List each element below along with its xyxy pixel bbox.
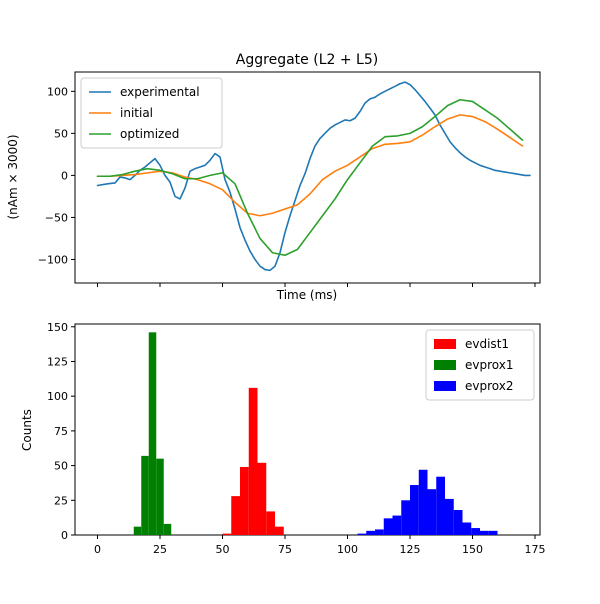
y-tick-label: 0	[61, 529, 68, 542]
legend-label-experimental: experimental	[120, 85, 200, 99]
y-tick-label: −50	[45, 211, 68, 224]
bar-evprox1	[156, 458, 164, 535]
bar-evdist1	[231, 496, 240, 535]
y-tick-label: 150	[47, 321, 68, 334]
x-tick-label: 150	[462, 543, 483, 556]
series-line-experimental	[96, 81, 531, 272]
bar-evprox2	[401, 500, 410, 535]
bar-evprox1	[148, 332, 157, 535]
bar-evprox2	[366, 530, 375, 535]
histogram-plot	[133, 332, 498, 535]
bar-evprox2	[480, 530, 489, 535]
histogram-axes-frame	[74, 323, 541, 536]
histogram-y-label: Counts	[20, 409, 34, 451]
histogram-ticks: 0 25 50 75 100 125 150 175 0 25 50 75 100 125 150	[47, 321, 546, 556]
y-tick-label: −100	[38, 253, 68, 266]
bar-evdist1	[257, 462, 267, 535]
histogram-legend: evdist1 evprox1 evprox2	[425, 329, 535, 401]
bar-evdist1	[275, 526, 284, 535]
bar-evdist1	[248, 387, 258, 535]
x-tick-label: 75	[278, 543, 292, 556]
line-chart-x-label: Time (ms)	[276, 288, 338, 302]
bar-evprox2	[488, 530, 498, 535]
x-tick-label: 175	[525, 543, 546, 556]
legend-swatch-evprox1	[434, 360, 456, 370]
legend-label-evprox2: evprox2	[465, 379, 513, 393]
line-chart-legend: experimental initial optimized	[80, 77, 223, 149]
bar-evprox2	[471, 528, 480, 535]
bar-evprox2	[418, 469, 428, 535]
bar-evprox2	[357, 533, 367, 535]
bar-evprox2	[383, 518, 393, 535]
y-tick-label: 100	[47, 390, 68, 403]
bar-evdist1	[240, 466, 249, 535]
bar-evprox2	[375, 529, 384, 535]
y-tick-label: 25	[54, 494, 68, 507]
legend-label-optimized: optimized	[120, 127, 179, 141]
line-chart: Aggregate (L2 + L5) (nAm × 3000) Time (m…	[6, 52, 541, 302]
bar-evprox2	[445, 498, 454, 535]
bar-evprox2	[392, 515, 402, 535]
bar-evprox2	[427, 489, 437, 535]
bar-evprox2	[436, 476, 445, 535]
line-chart-plot	[96, 81, 531, 272]
line-chart-ticks: −100 −50 0 50 100	[38, 85, 536, 287]
bar-evprox2	[453, 510, 463, 535]
legend-label-evdist1: evdist1	[465, 337, 509, 351]
y-tick-label: 100	[47, 85, 68, 98]
bar-evdist1	[266, 511, 275, 535]
legend-label-initial: initial	[120, 106, 153, 120]
legend-swatch-evprox2	[434, 381, 456, 391]
series-line-optimized	[96, 98, 524, 257]
y-tick-label: 50	[54, 127, 68, 140]
x-tick-label: 100	[337, 543, 358, 556]
line-chart-title: Aggregate (L2 + L5)	[236, 52, 378, 68]
y-tick-label: 75	[54, 425, 68, 438]
legend-label-evprox1: evprox1	[465, 358, 513, 372]
bar-evprox1	[163, 523, 172, 535]
bar-evdist1	[222, 533, 232, 535]
x-tick-label: 125	[400, 543, 421, 556]
bar-evprox2	[462, 522, 472, 535]
bar-evprox1	[141, 455, 149, 535]
x-tick-label: 50	[216, 543, 230, 556]
line-chart-y-label: (nAm × 3000)	[6, 134, 20, 219]
y-tick-label: 125	[47, 355, 68, 368]
bar-evprox2	[410, 485, 419, 535]
legend-swatch-evdist1	[434, 339, 456, 349]
line-chart-axes-frame	[74, 71, 541, 284]
bar-evprox1	[133, 526, 142, 535]
x-tick-label: 25	[153, 543, 167, 556]
histogram-chart: Counts 0 25 50 75 100 125 150 175 0 25 50 75 100 125 1…	[20, 321, 546, 556]
legend-box	[80, 77, 223, 149]
y-tick-label: 0	[61, 169, 68, 182]
y-tick-label: 50	[54, 460, 68, 473]
x-tick-label: 0	[94, 543, 101, 556]
